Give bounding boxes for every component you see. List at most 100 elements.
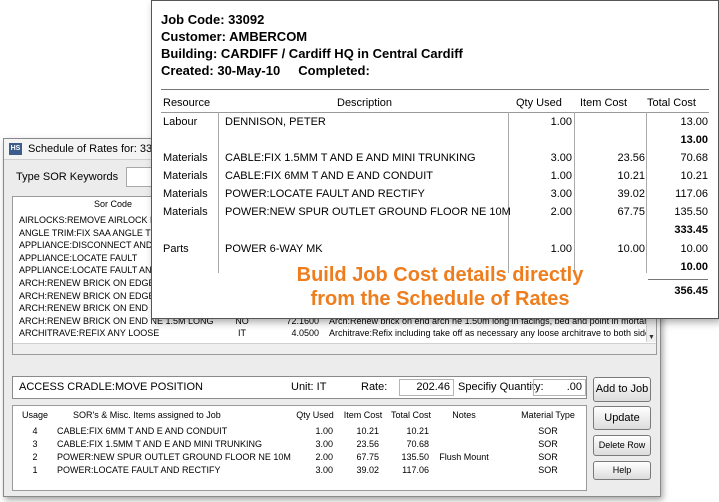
column-header[interactable]: SOR's & Misc. Items assigned to Job: [73, 410, 221, 420]
sor-code-cell: ARCH:RENEW BRICK ON EDGE NE: [19, 290, 170, 301]
qty-used-header: Qty Used: [516, 97, 562, 109]
help-button[interactable]: Help: [593, 461, 651, 480]
resource-header: Resource: [163, 97, 211, 109]
item-cell: CABLE:FIX 6MM T AND E AND CONDUIT: [57, 426, 228, 436]
material-type-cell: SOR: [538, 452, 558, 462]
table-row[interactable]: 4 CABLE:FIX 6MM T AND E AND CONDUIT 1.00 10…: [13, 425, 586, 437]
cost-row-materials: Materials POWER:NEW SPUR OUTLET GROUND FL…: [152, 204, 718, 220]
table-row[interactable]: 3 CABLE:FIX 1.5MM T AND E AND MINI TRUNKI…: [13, 438, 586, 450]
material-type-cell: SOR: [538, 465, 558, 475]
sor-rate-cell: 4.0500: [291, 328, 319, 339]
column-divider: [574, 112, 575, 273]
item-cost-header: Item Cost: [580, 97, 628, 109]
column-header[interactable]: Material Type: [521, 410, 575, 420]
total-cost-cell: 13.00: [680, 116, 708, 128]
total-cost-cell: 70.68: [680, 152, 708, 164]
assigned-items-table[interactable]: Usage SOR's & Misc. Items assigned to Jo…: [12, 405, 587, 491]
qty-cell: 3.00: [550, 152, 572, 164]
divider: [161, 112, 709, 113]
resource-cell: Materials: [163, 206, 208, 218]
item-cost-cell: 10.21: [617, 170, 645, 182]
sor-list-row[interactable]: ARCH:RENEW BRICK ON EDGE NE: [13, 290, 653, 302]
rate-label: Rate:: [361, 381, 388, 393]
column-header[interactable]: Qty Used: [296, 410, 334, 420]
update-button[interactable]: Update: [593, 406, 651, 430]
description-cell: POWER 6-WAY MK: [225, 243, 323, 255]
grand-total-row: 356.45: [152, 283, 718, 299]
sor-list-row[interactable]: APPLIANCE:LOCATE FAULT AND R: [13, 264, 653, 276]
usage-cell: 1: [32, 465, 38, 475]
assigned-table-header: Usage SOR's & Misc. Items assigned to Jo…: [13, 409, 586, 421]
app-icon: HS: [9, 143, 22, 155]
total-cost-cell: 135.50: [401, 452, 429, 462]
usage-cell: 3: [32, 439, 38, 449]
item-cell: POWER:LOCATE FAULT AND RECTIFY: [57, 465, 221, 475]
sor-code-cell: ARCH:RENEW BRICK ON EDGE 1.5: [19, 278, 170, 288]
divider: [161, 89, 709, 90]
sor-keywords-label: Type SOR Keywords: [16, 171, 119, 183]
description-cell: CABLE:FIX 1.5MM T AND E AND MINI TRUNKIN…: [225, 152, 476, 164]
feature-banner: Build Job Cost details directly from the…: [190, 263, 690, 311]
column-divider: [508, 112, 509, 273]
column-header[interactable]: Total Cost: [390, 410, 432, 420]
horizontal-scrollbar[interactable]: [13, 343, 656, 354]
rate-input[interactable]: 202.46: [399, 379, 454, 396]
item-cost-cell: 23.56: [617, 152, 645, 164]
total-cost-header: Total Cost: [647, 97, 696, 109]
sor-code-cell: AIRLOCKS:REMOVE AIRLOCK FRO: [19, 215, 170, 225]
column-divider: [218, 112, 219, 273]
scroll-down-icon[interactable]: ▼: [648, 334, 655, 341]
material-type-cell: SOR: [538, 439, 558, 449]
sor-list-row[interactable]: APPLIANCE:LOCATE FAULT: [13, 252, 653, 264]
sor-code-cell: ARCHITRAVE:REFIX ANY LOOSE: [19, 328, 160, 339]
banner-line-2: from the Schedule of Rates: [310, 288, 570, 310]
quantity-input[interactable]: .00: [533, 379, 586, 396]
sor-list-row[interactable]: ARCH:RENEW BRICK ON END 1.5: [13, 302, 653, 314]
cost-row-labour: Labour DENNISON, PETER 1.00 13.00: [152, 114, 718, 130]
banner-line-1: Build Job Cost details directly: [296, 264, 584, 286]
column-header[interactable]: Usage: [21, 410, 48, 420]
description-cell: POWER:LOCATE FAULT AND RECTIFY: [225, 188, 425, 200]
total-cost-cell: 117.06: [675, 188, 708, 200]
table-row[interactable]: 1 POWER:LOCATE FAULT AND RECTIFY 3.00 39.02…: [13, 464, 586, 476]
cost-row-parts: Parts POWER 6-WAY MK 1.00 10.00 10.00: [152, 241, 718, 257]
sor-unit-cell: NO: [235, 315, 249, 326]
sor-list-row[interactable]: ARCH:RENEW BRICK ON EDGE 1.5: [13, 277, 653, 289]
job-cost-panel: Job Code: 33092 Customer: AMBERCOM Build…: [151, 0, 719, 319]
add-to-job-button[interactable]: Add to Job: [593, 377, 651, 402]
parts-subtotal-row: 10.00: [152, 259, 718, 275]
sor-code-cell: ANGLE TRIM:FIX SAA ANGLE TRIM: [19, 227, 168, 238]
resource-cell: Materials: [163, 188, 208, 200]
quantity-label: Specifiy Quantity:: [458, 381, 544, 393]
window-title: Schedule of Rates for: 33092: [28, 143, 171, 155]
building: Building: CARDIFF / Cardiff HQ in Centra…: [161, 46, 463, 61]
grand-total: 356.45: [674, 285, 708, 297]
column-header[interactable]: Item Cost: [343, 410, 383, 420]
qty-cell: 1.00: [550, 243, 572, 255]
sor-list-row[interactable]: AIRLOCKS:REMOVE AIRLOCK FRO: [13, 214, 653, 226]
total-cost-cell: 10.21: [680, 170, 708, 182]
sor-unit-cell: IT: [238, 328, 246, 339]
total-cost-cell: 10.00: [680, 243, 708, 255]
qty-cell: 1.00: [315, 426, 333, 436]
qty-cell: 3.00: [315, 465, 333, 475]
usage-cell: 2: [32, 452, 38, 462]
delete-row-button[interactable]: Delete Row: [593, 435, 651, 456]
sor-list-row[interactable]: APPLIANCE:DISCONNECT AND RE: [13, 239, 653, 251]
labour-subtotal-row: 13.00: [152, 132, 718, 148]
job-code: Job Code: 33092: [161, 12, 265, 27]
sor-code-cell: ARCH:RENEW BRICK ON END NE 1.5M LONG: [19, 315, 214, 326]
sor-list-row[interactable]: ARCH:RENEW BRICK ON END NE 1.5M LONG NO 72…: [13, 315, 656, 327]
material-type-cell: SOR: [538, 426, 558, 436]
sor-list-row[interactable]: ARCHITRAVE:REFIX ANY LOOSE IT 4.0500 Archit…: [13, 327, 656, 339]
customer: Customer: AMBERCOM: [161, 29, 308, 44]
description-cell: POWER:NEW SPUR OUTLET GROUND FLOOR NE 10…: [225, 206, 511, 218]
item-cost-cell: 67.75: [617, 206, 645, 218]
materials-subtotal: 333.45: [674, 224, 708, 236]
sor-code-column-header[interactable]: Sor Code: [93, 199, 133, 209]
selected-sor-description: ACCESS CRADLE:MOVE POSITION: [19, 381, 203, 393]
table-row[interactable]: 2 POWER:NEW SPUR OUTLET GROUND FLOOR NE 1…: [13, 451, 586, 463]
qty-cell: 2.00: [315, 452, 333, 462]
column-header[interactable]: Notes: [452, 410, 476, 420]
sor-list-row[interactable]: ANGLE TRIM:FIX SAA ANGLE TRIM: [13, 227, 653, 239]
